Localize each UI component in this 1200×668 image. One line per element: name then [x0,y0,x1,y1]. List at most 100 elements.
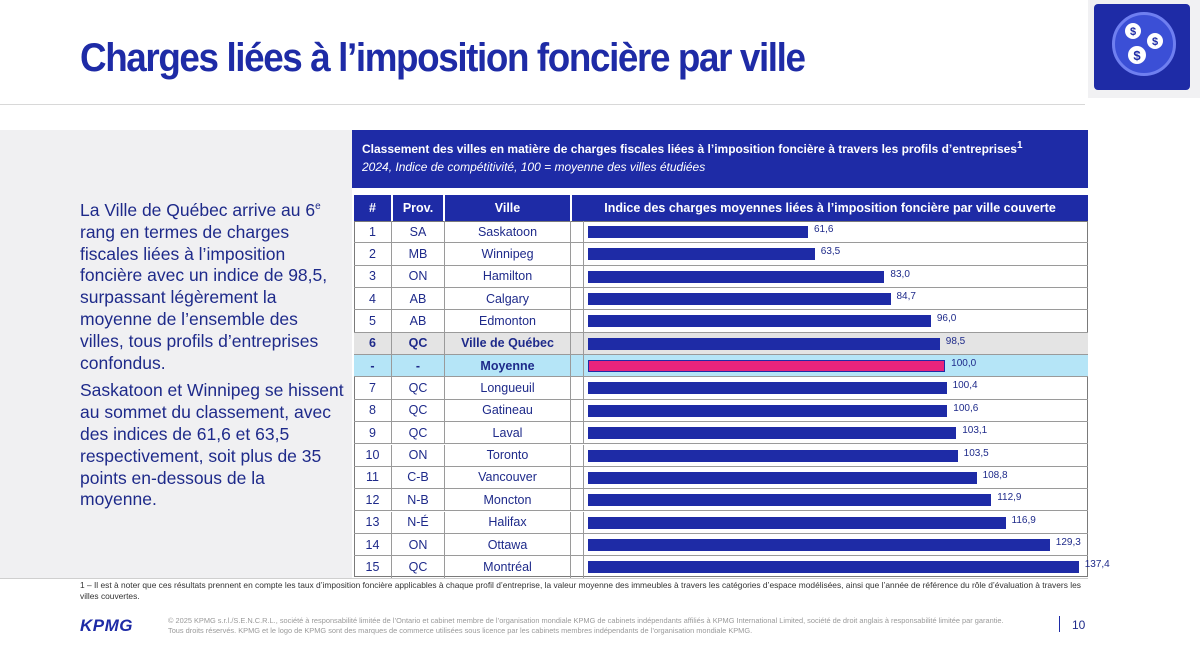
rank-cell: - [354,355,392,377]
narrative-p1-end: rang en termes de charges fiscales liées… [80,221,328,373]
bar-area: 61,6 [584,221,1088,242]
rank-cell: 9 [354,422,392,444]
bar [588,427,957,440]
badge-background: $ $ $ [1094,4,1190,90]
column-header-province: Prov. [393,195,443,221]
spacer-cell [571,399,584,422]
province-cell: ON [392,444,445,466]
province-cell: N-É [392,511,445,533]
city-cell: Calgary [445,288,571,310]
table-row: 11 C-B Vancouver 108,8 [354,466,1088,490]
bar-area: 98,5 [584,333,1088,354]
province-cell: QC [392,377,445,399]
section-badge: $ $ $ [1088,0,1200,98]
rank-cell: 5 [354,310,392,332]
spacer-cell [571,310,584,332]
bar [588,516,1006,529]
table-row: 15 QC Montréal 137,4 [354,556,1110,579]
kpmg-logo: KPMG [80,616,133,635]
province-cell: MB [392,243,445,265]
dollar-network-icon: $ $ $ [1112,12,1176,76]
table-row: 10 ON Toronto 103,5 [354,444,1088,467]
spacer-cell [571,489,584,511]
province-cell: QC [392,332,445,355]
spacer-cell [571,422,584,444]
svg-text:$: $ [1152,36,1158,48]
bar [588,248,815,261]
bar [588,494,992,507]
bar [588,471,977,484]
svg-text:$: $ [1130,26,1136,38]
province-cell: C-B [392,466,445,489]
bar [588,538,1050,551]
table-row: 5 AB Edmonton 96,0 [354,310,1088,333]
column-header-index: Indice des charges moyennes liées à l’im… [572,195,1088,221]
bar-value-label: 84,7 [896,291,916,303]
ordinal-superscript: e [315,201,321,213]
table-row: - - Moyenne 100,0 [354,355,1088,378]
footnote-marker: 1 [1016,140,1023,151]
bar-value-label: 100,6 [953,402,979,414]
city-cell: Edmonton [445,310,571,332]
province-cell: QC [392,422,445,444]
table-row: 2 MB Winnipeg 63,5 [354,243,1088,266]
province-cell: AB [392,310,445,332]
province-cell: QC [392,556,445,578]
bar-area: 129,3 [584,534,1088,555]
province-cell: SA [392,221,445,243]
spacer-cell [571,466,584,489]
footnote: 1 – Il est à noter que ces résultats pre… [80,580,1081,601]
spacer-cell [571,288,584,310]
table-row: 13 N-É Halifax 116,9 [354,511,1088,534]
bar [588,404,948,417]
rank-cell: 15 [354,556,392,578]
spacer-cell [571,332,584,355]
spacer-cell [571,511,584,533]
chart-header: Classement des villes en matière de char… [352,130,1088,188]
spacer-cell [571,221,584,243]
table-row: 8 QC Gatineau 100,6 [354,399,1088,423]
bar-value-label: 129,3 [1055,536,1081,548]
narrative-paragraph-1: La Ville de Québec arrive au 6e rang en … [80,200,345,374]
rank-cell: 1 [354,221,392,243]
bar-area: 84,7 [584,288,1088,309]
city-cell: Ottawa [445,533,571,556]
bar-area: 83,0 [584,266,1088,287]
bar-area: 112,9 [584,489,1088,510]
bar-value-label: 61,6 [814,224,834,235]
bar-value-label: 116,9 [1011,514,1036,526]
column-header-city: Ville [445,195,570,221]
province-cell: ON [392,265,445,287]
page-title: Charges liées à l’imposition foncière pa… [80,36,806,80]
bar-value-label: 103,1 [962,425,988,437]
rank-cell: 7 [354,377,392,399]
rank-cell: 10 [354,444,392,466]
city-cell: Vancouver [445,466,571,489]
table-row: 6 QC Ville de Québec 98,5 [354,332,1088,356]
bar-area: 100,6 [584,400,1088,421]
province-cell: ON [392,533,445,556]
bar-area: 116,9 [584,512,1088,533]
table-row: 12 N-B Moncton 112,9 [354,489,1088,512]
province-cell: AB [392,288,445,310]
bar [588,315,931,328]
bar-area: 100,0 [584,355,1088,376]
column-header-rank: # [354,195,391,221]
legal-line-2: Tous droits réservés. KPMG et le logo de… [168,625,753,635]
province-cell: QC [392,399,445,422]
footnote-divider [0,578,1088,579]
city-cell: Winnipeg [445,243,571,265]
table-row: 3 ON Hamilton 83,0 [354,265,1088,288]
bar-value-label: 98,5 [945,335,966,347]
bar-value-label: 112,9 [997,492,1022,504]
bar-area: 108,8 [584,467,1088,488]
spacer-cell [571,533,584,556]
narrative-panel [0,130,352,578]
city-cell: Hamilton [445,265,571,287]
bar-value-label: 63,5 [820,246,841,258]
city-cell: Toronto [445,444,571,466]
province-cell: - [392,355,445,377]
page-number-separator [1059,616,1060,632]
page-number: 10 [1072,618,1086,632]
bar-value-label: 103,5 [963,447,989,459]
